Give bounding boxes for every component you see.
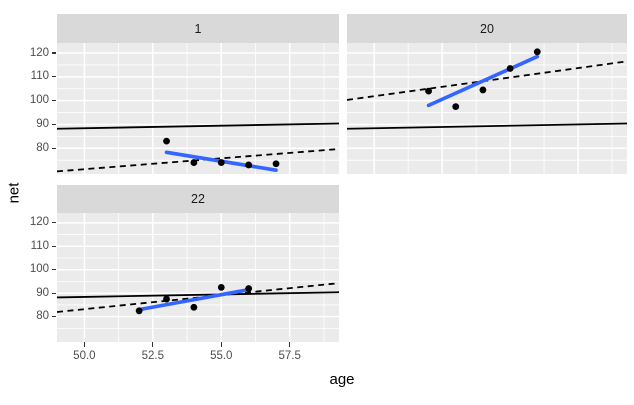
facet-panel-1 <box>57 43 339 174</box>
data-point <box>163 295 170 303</box>
data-point <box>217 283 225 291</box>
data-point <box>506 65 514 72</box>
panel-background <box>57 213 339 342</box>
data-point <box>452 103 460 110</box>
x-tick-label: 55.0 <box>210 350 233 362</box>
x-tick-mark <box>83 342 85 347</box>
y-tick-mark <box>52 292 56 294</box>
data-point <box>135 307 143 315</box>
x-axis-title: age <box>329 371 355 388</box>
data-point <box>272 160 280 168</box>
facet-strip-20: 20 <box>347 14 627 43</box>
y-tick-mark <box>52 245 56 247</box>
y-tick-mark <box>52 147 56 149</box>
facet-strip-label: 20 <box>480 21 494 36</box>
data-point <box>163 137 170 145</box>
data-point <box>190 303 198 311</box>
facet-strip-1: 1 <box>57 14 339 43</box>
blue-fit-line <box>426 54 540 108</box>
facet-strip-22: 22 <box>57 185 339 213</box>
minor-gridlines <box>57 213 339 342</box>
facet-panel-22 <box>57 213 339 342</box>
y-tick-mark <box>52 222 56 224</box>
y-tick-mark <box>52 100 56 102</box>
solid-black-line <box>57 122 339 130</box>
facet-panel-20 <box>347 43 627 174</box>
y-tick-mark <box>52 269 56 271</box>
data-point <box>425 87 432 95</box>
y-tick-label: 110 <box>30 70 49 83</box>
y-tick-label: 120 <box>29 216 49 229</box>
x-tick-label: 50.0 <box>73 350 96 362</box>
y-axis-title: net <box>5 182 23 204</box>
x-tick-mark <box>289 342 291 347</box>
blue-fit-line <box>137 287 251 312</box>
y-tick-label: 90 <box>36 117 49 130</box>
x-tick-mark <box>220 342 222 347</box>
x-tick-label: 52.5 <box>141 350 164 362</box>
x-tick-label: 57.5 <box>278 350 301 362</box>
y-tick-label: 100 <box>29 263 49 276</box>
y-tick-label: 100 <box>29 94 49 107</box>
y-tick-label: 90 <box>36 286 49 299</box>
y-tick-mark <box>52 76 56 78</box>
y-tick-label: 80 <box>36 310 49 323</box>
y-tick-mark <box>52 316 56 318</box>
facet-strip-label: 22 <box>191 192 205 206</box>
data-point <box>533 48 541 56</box>
major-gridlines <box>347 43 627 174</box>
minor-gridlines <box>347 43 627 174</box>
dashed-black-line <box>57 148 339 173</box>
solid-black-line <box>57 291 339 299</box>
panel-background <box>57 43 339 174</box>
y-tick-label: 110 <box>30 239 49 252</box>
y-tick-label: 120 <box>29 46 49 59</box>
y-tick-mark <box>52 52 56 54</box>
data-point <box>217 159 225 166</box>
facet-strip-label: 1 <box>194 21 202 36</box>
solid-black-line <box>347 122 627 130</box>
panel-background <box>347 43 627 174</box>
data-point <box>190 159 198 166</box>
data-point <box>479 86 487 94</box>
data-point <box>245 285 253 292</box>
data-point <box>245 161 253 169</box>
y-tick-label: 80 <box>36 141 49 154</box>
y-tick-mark <box>52 123 56 126</box>
x-tick-mark <box>152 342 154 347</box>
